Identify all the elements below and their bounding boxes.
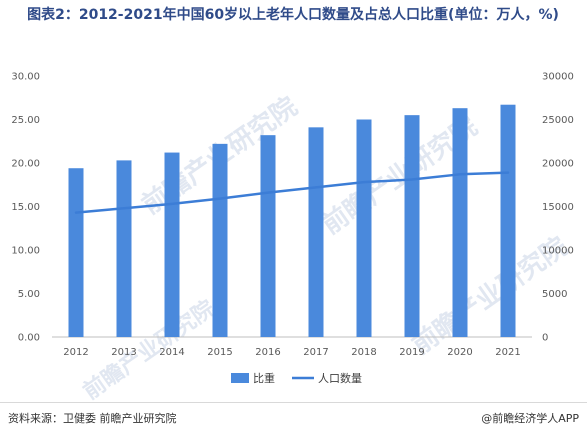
y-right-tick-label: 10000 <box>542 246 574 257</box>
y-left-tick-label: 30.00 <box>11 72 40 83</box>
legend: 比重 人口数量 <box>231 371 362 385</box>
y-right-tick-label: 20000 <box>542 159 574 170</box>
legend-bar-swatch <box>231 373 249 383</box>
watermark-text: 前瞻产业研究院 <box>79 295 220 405</box>
y-left-tick-label: 10.00 <box>11 246 40 257</box>
brand-credit: @前瞻经济学人APP <box>481 412 579 425</box>
y-left-tick-label: 25.00 <box>11 115 40 126</box>
legend-line-label: 人口数量 <box>318 372 362 385</box>
x-tick-label: 2016 <box>255 347 280 358</box>
y-left-tick-label: 15.00 <box>11 202 40 213</box>
y-right-tick-label: 25000 <box>542 115 574 126</box>
x-tick-label: 2021 <box>495 347 520 358</box>
bar-2013 <box>116 160 132 337</box>
bar-2016 <box>260 135 276 337</box>
y-left-tick-label: 20.00 <box>11 159 40 170</box>
y-right-tick-label: 0 <box>542 333 548 344</box>
bar-2015 <box>212 143 228 337</box>
y-right-tick-label: 15000 <box>542 202 574 213</box>
y-right-tick-label: 30000 <box>542 72 574 83</box>
line-population <box>74 171 510 214</box>
x-tick-label: 2014 <box>159 347 184 358</box>
x-tick-label: 2018 <box>351 347 376 358</box>
x-tick-label: 2017 <box>303 347 328 358</box>
chart-title: 图表2：2012-2021年中国60岁以上老年人口数量及占总人口比重(单位：万人… <box>27 7 559 23</box>
x-tick-label: 2020 <box>447 347 472 358</box>
x-tick-label: 2019 <box>399 347 424 358</box>
bar-2021 <box>500 104 516 338</box>
x-tick-label: 2015 <box>207 347 232 358</box>
bar-2019 <box>404 115 420 338</box>
x-tick-label: 2013 <box>111 347 136 358</box>
tick-labels: 0.00 5.00 10.00 15.00 20.00 25.00 30.00 0 5000 10… <box>11 72 573 359</box>
x-tick-label: 2012 <box>63 347 88 358</box>
bar-2014 <box>164 152 180 337</box>
y-left-tick-label: 5.00 <box>18 289 40 300</box>
bar-2020 <box>452 108 468 337</box>
legend-bar-label: 比重 <box>253 371 275 385</box>
bar-2018 <box>356 119 372 337</box>
bar-series <box>68 104 516 338</box>
bar-2017 <box>308 127 324 337</box>
source-note: 资料来源：卫健委 前瞻产业研究院 <box>8 412 177 425</box>
bar-2012 <box>68 168 84 337</box>
line-series <box>74 171 510 214</box>
footer: 资料来源：卫健委 前瞻产业研究院 @前瞻经济学人APP <box>0 402 587 431</box>
y-left-tick-label: 0.00 <box>18 333 40 344</box>
y-right-tick-label: 5000 <box>542 289 567 300</box>
